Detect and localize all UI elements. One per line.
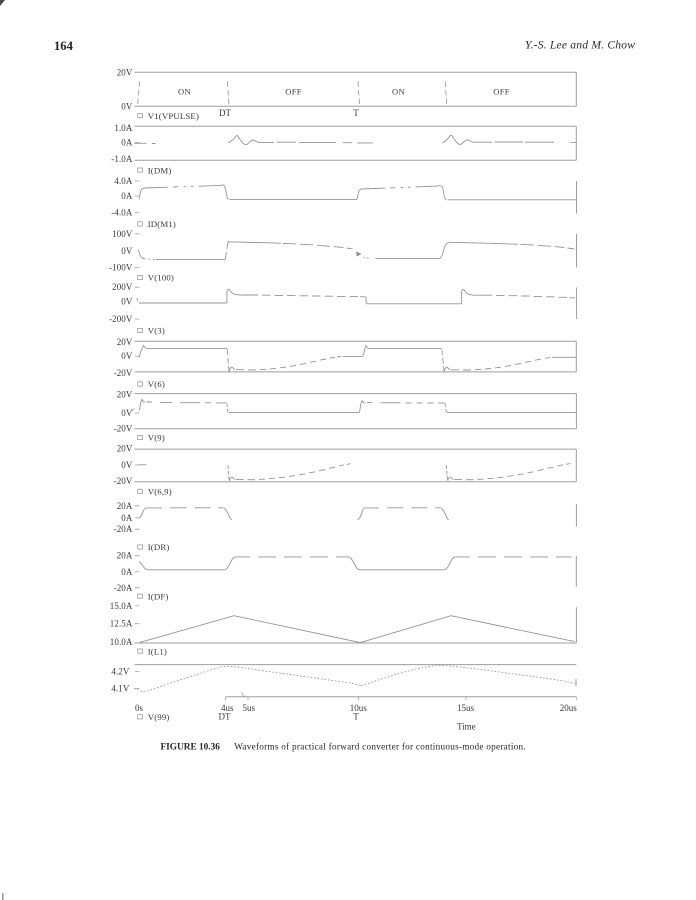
svg-text:ID(M1): ID(M1)	[148, 219, 176, 229]
svg-text:ON: ON	[178, 86, 191, 96]
svg-text:200V: 200V	[112, 282, 133, 292]
svg-text:V(9): V(9)	[148, 433, 165, 443]
svg-text:T: T	[353, 108, 359, 118]
svg-text:V(6,9): V(6,9)	[148, 487, 172, 497]
svg-text:OFF: OFF	[493, 86, 510, 96]
svg-text:Waveforms of practical forward: Waveforms of practical forward converter…	[234, 741, 526, 751]
svg-text:Time: Time	[457, 721, 476, 731]
svg-text:4.0A: 4.0A	[114, 176, 133, 186]
svg-text:-100V: -100V	[109, 263, 133, 273]
svg-text:-20V: -20V	[114, 476, 133, 486]
svg-text:DT: DT	[219, 108, 231, 118]
svg-text:4.1V: 4.1V	[111, 684, 130, 694]
svg-text:20A: 20A	[117, 551, 133, 561]
svg-text:5us: 5us	[243, 703, 256, 713]
svg-text:0V: 0V	[121, 246, 133, 256]
svg-text:20us: 20us	[560, 703, 578, 713]
svg-text:0V: 0V	[121, 351, 133, 361]
svg-text:20V: 20V	[117, 68, 133, 78]
svg-text:0s: 0s	[135, 703, 144, 713]
svg-text:ON: ON	[392, 86, 405, 96]
svg-text:0V: 0V	[121, 460, 133, 470]
svg-text:Y.-S. Lee and M. Chow: Y.-S. Lee and M. Chow	[525, 39, 635, 52]
svg-text:0A: 0A	[121, 567, 133, 577]
svg-text:I(DR): I(DR)	[148, 542, 170, 552]
svg-text:20V: 20V	[117, 337, 133, 347]
svg-text:I(L1): I(L1)	[148, 646, 167, 656]
svg-text:12.5A: 12.5A	[110, 619, 133, 629]
svg-text:-20V: -20V	[114, 368, 133, 378]
svg-text:V(99): V(99)	[148, 712, 170, 722]
svg-text:FIGURE 10.36: FIGURE 10.36	[161, 742, 221, 752]
svg-text:I(DF): I(DF)	[148, 591, 169, 601]
svg-text:10us: 10us	[350, 703, 368, 713]
svg-text:V(3): V(3)	[148, 326, 165, 336]
svg-text:4us: 4us	[221, 703, 234, 713]
svg-text:-20A: -20A	[114, 583, 133, 593]
svg-text:100V: 100V	[112, 229, 133, 239]
svg-text:OFF: OFF	[285, 86, 302, 96]
svg-text:20V: 20V	[117, 389, 133, 399]
svg-text:20V: 20V	[117, 443, 133, 453]
svg-text:V1(VPULSE): V1(VPULSE)	[148, 111, 199, 121]
svg-text:-20A: -20A	[114, 524, 133, 534]
svg-text:0V: 0V	[121, 297, 133, 307]
svg-text:10.0A: 10.0A	[110, 637, 133, 647]
svg-text:1.0A: 1.0A	[114, 123, 133, 133]
svg-text:0V: 0V	[121, 101, 133, 111]
svg-text:15us: 15us	[457, 703, 475, 713]
svg-text:-1.0A: -1.0A	[111, 154, 133, 164]
svg-text:I(DM): I(DM)	[148, 165, 172, 175]
svg-text:V(100): V(100)	[148, 273, 174, 283]
svg-text:T: T	[353, 712, 359, 722]
svg-text:DT: DT	[219, 712, 231, 722]
svg-text:0V: 0V	[121, 408, 133, 418]
svg-text:164: 164	[54, 39, 74, 53]
svg-text:-200V: -200V	[109, 314, 133, 324]
svg-text:V(6): V(6)	[148, 379, 165, 389]
svg-text:20A: 20A	[117, 501, 133, 511]
svg-text:0A: 0A	[121, 191, 133, 201]
svg-text:4.2V: 4.2V	[111, 667, 130, 677]
svg-text:0A: 0A	[121, 513, 133, 523]
svg-text:-20V: -20V	[114, 423, 133, 433]
svg-text:-4.0A: -4.0A	[111, 208, 133, 218]
svg-text:0A: 0A	[121, 138, 133, 148]
svg-text:15.0A: 15.0A	[110, 601, 133, 611]
